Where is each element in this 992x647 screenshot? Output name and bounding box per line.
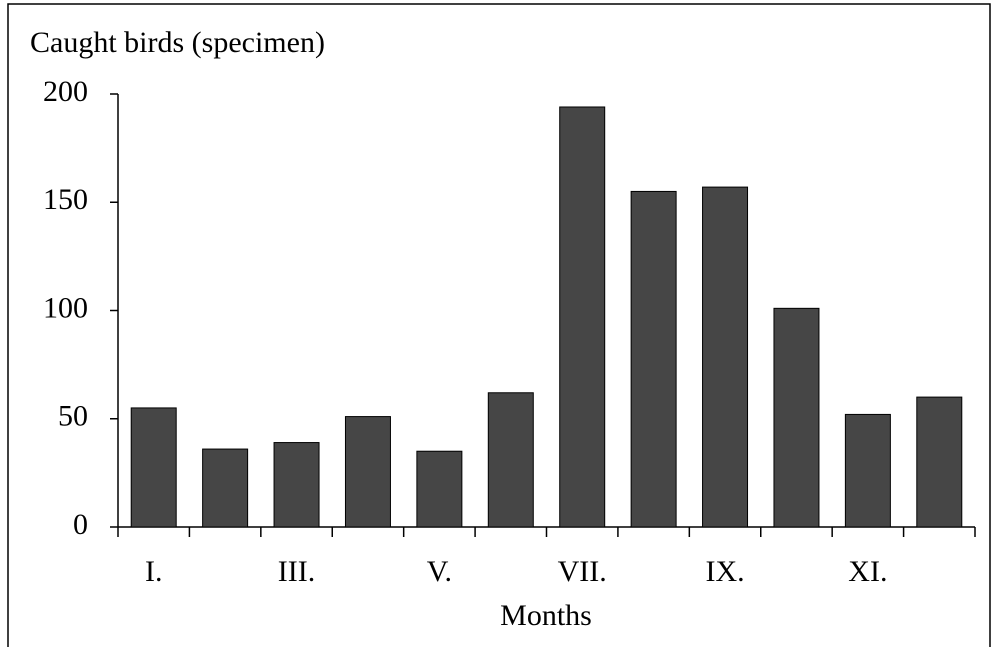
x-tick-label: VII. <box>558 555 607 588</box>
x-tick-label: XI. <box>848 555 887 588</box>
x-tick-label: IX. <box>705 555 744 588</box>
x-tick-label: I. <box>145 555 163 588</box>
y-tick-label: 150 <box>43 183 88 216</box>
y-tick-label: 50 <box>58 400 88 433</box>
bar <box>202 448 249 528</box>
bar <box>630 190 677 528</box>
bar <box>916 396 963 528</box>
x-tick-label: V. <box>427 555 452 588</box>
bar <box>487 392 534 528</box>
bar <box>844 413 891 528</box>
chart-title: Caught birds (specimen) <box>30 26 325 59</box>
y-tick-label: 0 <box>73 508 88 541</box>
bar <box>773 307 820 528</box>
bar <box>130 407 177 528</box>
x-tick-label: III. <box>278 555 315 588</box>
bar <box>559 106 606 528</box>
y-tick-label: 100 <box>43 291 88 324</box>
x-axis-label: Months <box>500 599 592 632</box>
bar <box>273 442 320 528</box>
bar <box>416 450 463 528</box>
frame <box>7 3 991 647</box>
y-tick-label: 200 <box>43 75 88 108</box>
bar <box>702 186 749 528</box>
bar <box>344 416 391 528</box>
